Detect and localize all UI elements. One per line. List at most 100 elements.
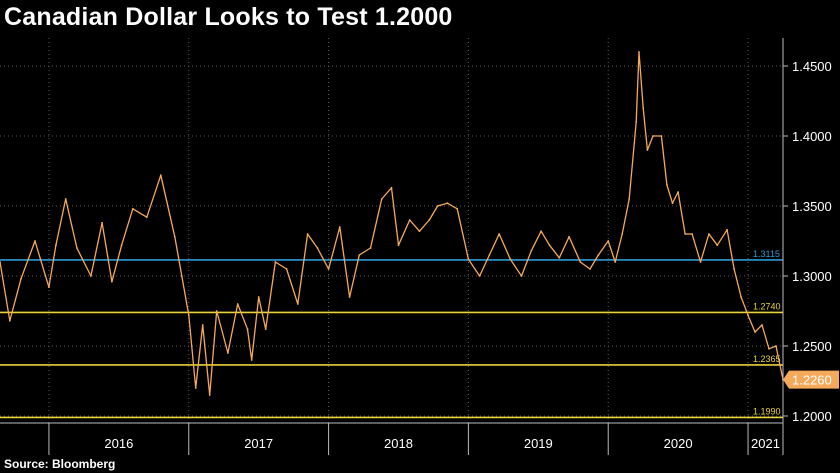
data-point bbox=[646, 149, 649, 151]
data-point bbox=[173, 235, 176, 238]
y-tick-label: 1.2000 bbox=[792, 409, 832, 424]
x-tick-label: 2016 bbox=[104, 436, 133, 451]
data-point bbox=[348, 296, 351, 298]
data-point bbox=[201, 324, 204, 326]
data-point bbox=[64, 198, 67, 200]
data-point bbox=[628, 198, 631, 200]
x-tick-label: 2018 bbox=[384, 436, 413, 451]
data-point bbox=[579, 261, 582, 263]
data-point bbox=[677, 191, 680, 193]
data-point bbox=[187, 314, 190, 317]
reference-lines: 1.3115 1.2740 1.2365 1.1990 bbox=[0, 249, 783, 419]
data-point bbox=[358, 254, 361, 256]
data-point bbox=[236, 303, 239, 305]
data-point bbox=[652, 135, 654, 137]
data-point bbox=[436, 205, 439, 207]
data-point bbox=[691, 233, 694, 235]
y-tick-label: 1.4500 bbox=[792, 59, 832, 74]
chart-title: Canadian Dollar Looks to Test 1.2000 bbox=[4, 3, 453, 31]
data-point bbox=[390, 186, 393, 189]
y-tick-label: 1.3000 bbox=[792, 269, 832, 284]
data-point bbox=[707, 233, 710, 235]
series-line bbox=[0, 51, 784, 396]
data-point bbox=[159, 174, 162, 177]
data-point bbox=[467, 258, 470, 261]
reference-line-label: 1.2365 bbox=[753, 354, 781, 364]
reference-line-label: 1.1990 bbox=[753, 406, 781, 416]
y-axis: 1.2000 1.2500 1.3000 1.3500 1.4000 1.4500 bbox=[782, 38, 832, 455]
data-point bbox=[257, 296, 260, 298]
data-point bbox=[548, 244, 551, 247]
data-point bbox=[456, 207, 459, 210]
data-point bbox=[285, 268, 288, 270]
last-value-tag bbox=[783, 370, 839, 389]
data-point bbox=[498, 233, 501, 235]
data-point bbox=[635, 121, 638, 123]
data-point bbox=[530, 249, 533, 252]
data-point bbox=[614, 261, 617, 263]
gridlines bbox=[0, 38, 783, 423]
data-point bbox=[89, 275, 92, 277]
data-point bbox=[597, 254, 600, 256]
data-point bbox=[120, 244, 123, 247]
data-point bbox=[740, 296, 742, 298]
y-tick-label: 1.2500 bbox=[792, 339, 832, 354]
data-point bbox=[55, 244, 57, 247]
data-point bbox=[754, 331, 756, 333]
data-point bbox=[520, 275, 523, 277]
data-point bbox=[408, 219, 411, 221]
reference-line-label: 1.3115 bbox=[753, 249, 780, 259]
data-point bbox=[446, 202, 449, 205]
data-point bbox=[671, 202, 674, 205]
data-point bbox=[338, 226, 341, 228]
data-point bbox=[131, 207, 134, 210]
data-point bbox=[208, 394, 211, 396]
data-point bbox=[180, 275, 183, 277]
data-point bbox=[34, 240, 36, 242]
data-point bbox=[660, 135, 663, 137]
data-point bbox=[369, 247, 372, 249]
data-point bbox=[488, 254, 491, 256]
source-note: Source: Bloomberg bbox=[4, 457, 116, 471]
last-value-label: 1.2260 bbox=[792, 373, 832, 388]
data-point bbox=[716, 244, 719, 247]
data-point bbox=[666, 184, 668, 186]
data-point bbox=[380, 198, 383, 200]
data-point bbox=[428, 219, 431, 221]
data-point bbox=[227, 352, 229, 354]
x-tick-label: 2019 bbox=[524, 436, 553, 451]
series-lines bbox=[0, 51, 784, 396]
data-point bbox=[246, 328, 249, 331]
data-point bbox=[540, 230, 543, 233]
data-point bbox=[306, 233, 309, 235]
data-point bbox=[638, 51, 640, 53]
data-point bbox=[607, 240, 610, 242]
data-point bbox=[568, 235, 570, 238]
data-point bbox=[642, 107, 645, 109]
data-point bbox=[589, 268, 591, 270]
data-point bbox=[775, 345, 777, 347]
data-point bbox=[418, 230, 421, 233]
data-point bbox=[733, 268, 735, 270]
data-point bbox=[684, 233, 687, 235]
data-point bbox=[250, 359, 253, 361]
data-point bbox=[509, 258, 512, 261]
data-point bbox=[20, 277, 22, 280]
data-point bbox=[145, 216, 148, 219]
data-point bbox=[274, 261, 277, 263]
data-point bbox=[397, 244, 400, 247]
data-point bbox=[558, 256, 561, 259]
data-point bbox=[0, 261, 1, 263]
data-point bbox=[621, 233, 624, 235]
y-tick-label: 1.3500 bbox=[792, 199, 832, 214]
data-point bbox=[296, 303, 299, 305]
reference-line-label: 1.2740 bbox=[753, 301, 781, 311]
data-point bbox=[110, 280, 113, 283]
y-tick-label: 1.4000 bbox=[792, 129, 832, 144]
data-point bbox=[726, 228, 728, 231]
x-axis: 2016 2017 2018 2019 2020 2021 bbox=[0, 422, 783, 455]
data-point bbox=[478, 275, 481, 277]
data-point bbox=[8, 319, 11, 322]
data-point bbox=[699, 261, 702, 263]
